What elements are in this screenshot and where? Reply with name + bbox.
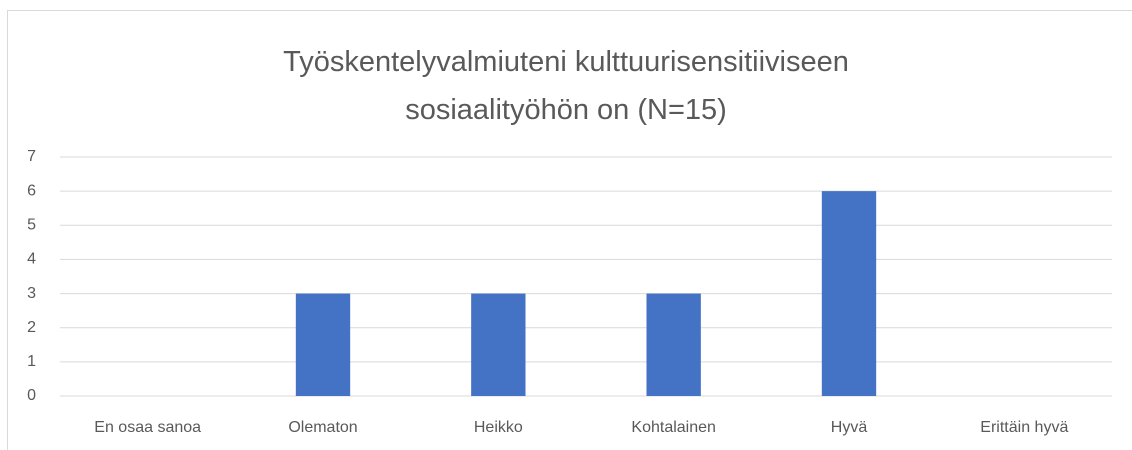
y-tick-label: 2 [27,319,36,336]
chart-frame [7,10,1132,450]
bar [471,293,526,396]
y-tick-label: 1 [27,353,36,370]
x-tick-label: Hyvä [831,419,868,436]
y-tick-label: 5 [27,217,36,234]
chart-title: Työskentelyvalmiuteni kulttuurisensitiiv… [283,46,849,126]
x-tick-label: En osaa sanoa [94,419,201,436]
y-tick-label: 4 [27,251,36,268]
x-tick-label: Kohtalainen [631,419,716,436]
y-tick-label: 6 [27,182,36,199]
y-tick-label: 7 [27,148,36,165]
x-tick-label: Erittäin hyvä [980,419,1068,436]
x-tick-label: Heikko [474,419,523,436]
y-tick-label: 3 [27,285,36,302]
y-tick-label: 0 [27,387,36,404]
bar [821,191,877,396]
bar [646,293,701,396]
x-tick-label: Olematon [288,419,357,436]
bar [295,293,351,396]
